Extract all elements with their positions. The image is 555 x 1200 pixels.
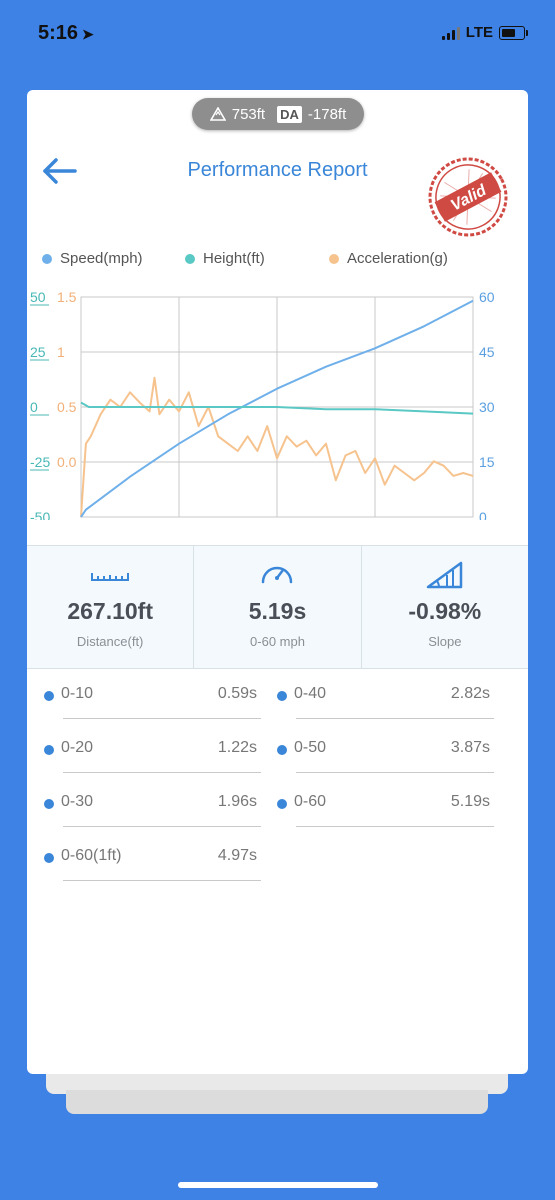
da-value: -178ft [307,105,347,123]
divider [63,826,261,827]
height-tick-label: 0 [30,399,38,415]
signal-strength-icon [441,26,460,40]
height-tick-label: -25 [30,454,50,470]
height-tick-label: -50 [30,509,50,520]
split-row: 0-40 2.82s [277,668,494,722]
ruler-icon [91,573,130,581]
bullet-icon [277,745,287,755]
mountain-icon [209,107,226,121]
divider [63,880,261,881]
zero-sixty-value: 5.19s [248,598,307,624]
legend-speed: Speed(mph) [42,250,143,267]
bullet-icon [44,691,54,701]
split-row: 0-60 5.19s [277,776,494,830]
status-time: 5:16 ➤ [38,22,94,45]
slope-label: Slope [428,634,462,649]
battery-icon [499,25,528,40]
acceleration-tick-label: 1.5 [57,290,77,305]
bullet-icon [277,691,287,701]
elevation-pill: 753ft DA -178ft [192,98,364,130]
split-time: 2.82s [450,685,490,702]
slope-value: -0.98% [408,598,482,624]
home-indicator[interactable] [178,1182,378,1188]
split-time: 1.22s [217,739,257,756]
distance-value: 267.10ft [67,598,153,624]
split-row: 0-10 0.59s [44,668,261,722]
split-time: 0.59s [217,685,257,702]
split-name: 0-50 [294,739,327,756]
bullet-icon [44,745,54,755]
split-name: 0-10 [61,685,94,702]
speed-tick-label: 0 [479,509,487,520]
speed-tick-label: 15 [479,454,495,470]
divider [296,718,494,719]
speed-tick-label: 30 [479,399,495,415]
bullet-icon [44,853,54,863]
split-time: 4.97s [217,847,257,864]
divider [63,718,261,719]
acceleration-tick-label: 1 [57,344,65,360]
da-badge: DA [277,105,302,123]
legend-label: Height(ft) [203,250,265,267]
acceleration-tick-label: 0.0 [57,454,77,470]
back-arrow-icon[interactable] [41,156,81,186]
stats-panel: 267.10ft Distance(ft) 5.19s 0-60 mph -0.… [27,545,528,669]
elevation-value: 753ft [231,105,266,123]
card-stack-shadow-2 [66,1090,488,1114]
legend-label: Acceleration(g) [347,250,448,267]
legend-dot [42,253,52,264]
split-name: 0-60 [294,793,327,810]
stat-slope: -0.98% Slope [360,546,528,668]
split-row: 0-20 1.22s [44,722,261,776]
legend-height: Height(ft) [185,250,265,267]
report-card: 753ft DA -178ft Performance Report Valid… [27,90,528,1074]
performance-chart: 50 25 0 -25 -50 1.5 1 0.5 0.0 60 45 30 15 0 [30,290,495,520]
legend-dot [185,253,195,264]
split-name: 0-20 [61,739,94,756]
clock: 5:16 [38,22,79,44]
network-type: LTE [465,24,493,41]
page-title: Performance Report [187,159,368,181]
height-tick-label: 50 [30,290,46,305]
legend-label: Speed(mph) [60,250,143,267]
split-row: 0-60(1ft) 4.97s [44,830,261,884]
split-time: 5.19s [450,793,490,810]
divider [296,826,494,827]
legend-dot [329,253,339,264]
split-name: 0-40 [294,685,327,702]
bullet-icon [44,799,54,809]
slope-icon [426,561,463,589]
series-line-speed-mph [80,299,474,518]
location-arrow-icon: ➤ [82,26,94,42]
stat-zero-sixty: 5.19s 0-60 mph [193,546,360,668]
height-tick-label: 25 [30,344,46,360]
series-line-height-ft [80,401,474,415]
legend-acceleration: Acceleration(g) [329,250,448,267]
divider [63,772,261,773]
split-time: 1.96s [217,793,257,810]
bullet-icon [277,799,287,809]
acceleration-tick-label: 0.5 [57,399,77,415]
split-name: 0-60(1ft) [61,847,122,864]
split-row: 0-50 3.87s [277,722,494,776]
split-row: 0-30 1.96s [44,776,261,830]
status-indicators: LTE [441,24,528,41]
divider [296,772,494,773]
distance-label: Distance(ft) [76,634,144,649]
zero-sixty-label: 0-60 mph [250,634,305,649]
speed-tick-label: 45 [479,344,495,360]
speed-tick-label: 60 [479,290,495,305]
split-name: 0-30 [61,793,94,810]
split-time: 3.87s [450,739,490,756]
stat-distance: 267.10ft Distance(ft) [27,546,193,668]
series-line-acceleration-g [80,376,474,518]
valid-stamp-icon: Valid [428,157,508,237]
speedometer-icon [262,566,293,584]
